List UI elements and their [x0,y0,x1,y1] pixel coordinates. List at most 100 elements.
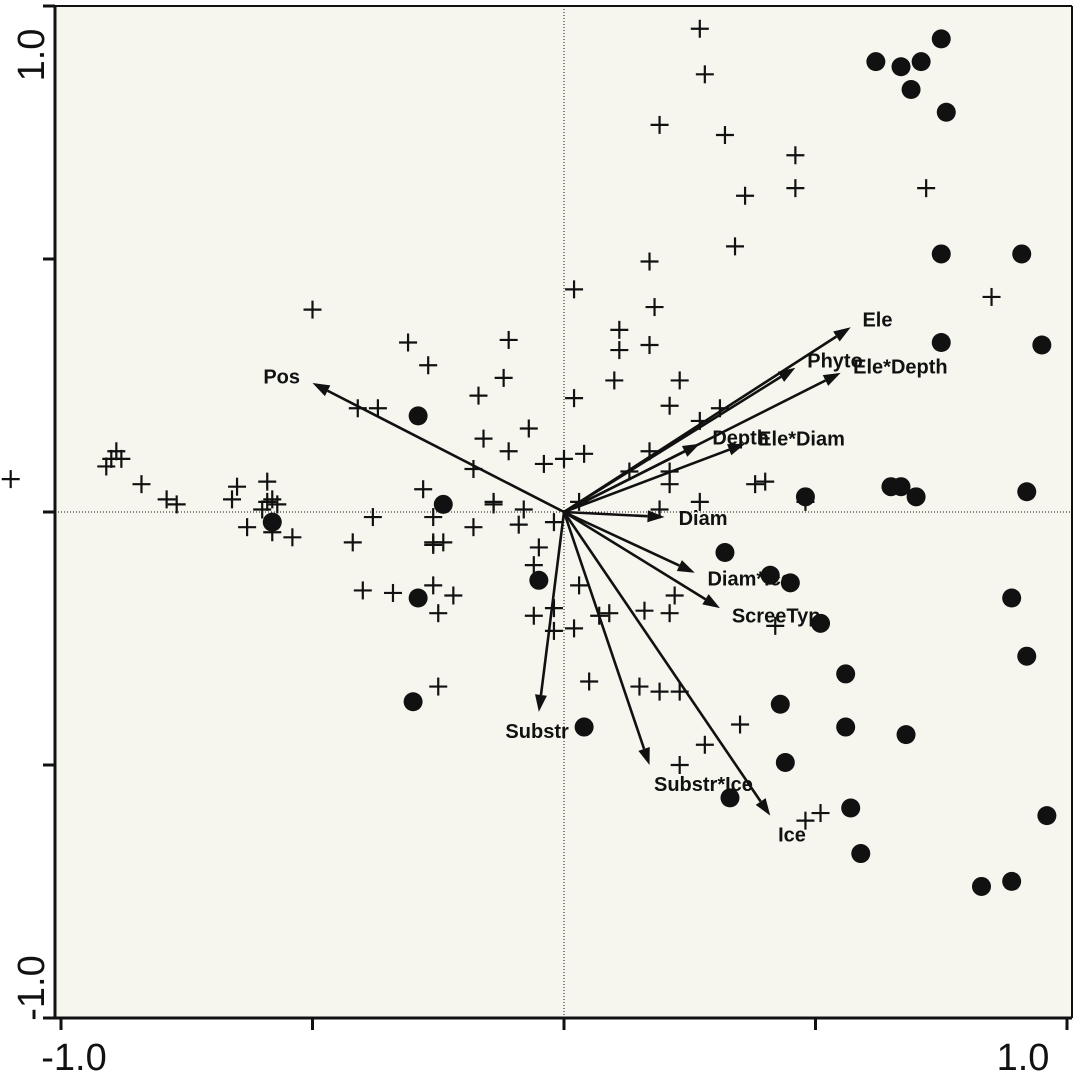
plus-point [660,604,679,623]
plus-point [660,396,679,415]
plus-point [746,475,765,494]
plus-point [399,333,418,352]
arrow-label: Substr*Ice [654,774,753,796]
plus-point [650,682,669,701]
plus-point [429,677,448,696]
arrow-label: Depth [712,427,769,449]
plus-point [660,475,679,494]
plus-point [544,513,563,532]
arrow-label: Ele*Diam [758,429,845,451]
plus-point [414,480,433,499]
dot-point [891,57,911,77]
dot-point [906,487,926,507]
dot-point [780,573,800,593]
arrow-substr-ice: Substr*Ice [562,511,753,796]
plus-point [640,336,659,355]
plus-point [695,65,714,84]
dot-point [574,717,594,737]
plus-point [565,280,584,299]
dot-point [1017,482,1037,502]
plus-point [811,804,830,823]
plus-point [796,811,815,830]
dot-point [1037,806,1057,826]
dot-point [1032,335,1052,355]
plus-point [731,715,750,734]
dot-point [408,406,428,426]
dot-point [1002,588,1022,608]
plus-point [665,586,684,605]
plus-point [303,300,322,319]
arrow-label: ScreeTyp [732,605,821,627]
plus-point [726,237,745,256]
plus-point [368,399,387,418]
zero-lines [55,6,1072,1018]
dot-point [262,512,282,532]
plus-point [565,389,584,408]
arrow-depth: Depth [563,427,769,514]
plus-point [786,146,805,165]
arrow-phyto: Phyto [563,350,863,514]
arrow-label: Ele [862,310,892,332]
plus-point [786,179,805,198]
dot-point [795,487,815,507]
dot-point [931,244,951,264]
plus-point [383,583,402,602]
plus-point [736,186,755,205]
dot-point [836,717,856,737]
plus-point [424,508,443,527]
arrow-label: Substr [505,721,569,743]
plus-point [474,429,493,448]
plus-point [610,341,629,360]
plus-point [253,500,272,519]
dot-point [775,752,795,772]
plus-point [640,252,659,271]
plus-point [695,735,714,754]
plus-point [570,576,589,595]
plus-point [424,576,443,595]
arrow-ice: Ice [562,511,806,847]
plus-point [635,601,654,620]
dot-point [1017,646,1037,666]
plus-point [766,616,785,635]
dot-point [811,613,831,633]
plus-point [509,515,528,534]
data-points [1,19,1057,896]
y-tick-label-max: 1.0 [11,29,53,82]
plus-point [343,533,362,552]
x-tick-label-min: -1.0 [41,1037,106,1079]
dot-point [1002,871,1022,891]
plus-point [519,419,538,438]
plus-point [690,492,709,511]
plus-point [555,449,573,468]
dot-point [851,844,871,864]
plus-point [917,179,936,198]
dot-point [841,798,861,818]
arrow-pos: Pos [263,367,565,514]
dot-point [715,542,735,562]
plus-point [670,756,689,774]
plus-point [107,442,126,461]
plus-point [157,490,176,509]
axes [43,4,1073,1030]
arrow-ele-diam: Ele*Diam [563,429,845,514]
dot-point [433,494,453,514]
plus-point [756,472,775,491]
plus-point [283,528,302,547]
arrow-diam: Diam [563,508,727,530]
dot-point [720,788,740,808]
plus-point [419,356,438,375]
plus-point [982,287,1001,306]
plus-point [650,115,669,134]
plus-point [434,533,453,552]
plus-point [444,586,463,605]
dot-point [760,565,780,585]
plus-point [268,495,287,514]
dot-point [881,477,901,497]
arrow-label: Ice [778,825,806,847]
arrow-label: Diam*Ice [707,569,792,591]
dot-point [896,725,916,745]
plus-point [499,330,518,349]
plus-point [494,368,513,387]
x-tick-label-max: 1.0 [997,1037,1050,1079]
tick-labels: -1.0 1.0 1.0 -1.0 [11,29,1049,1079]
